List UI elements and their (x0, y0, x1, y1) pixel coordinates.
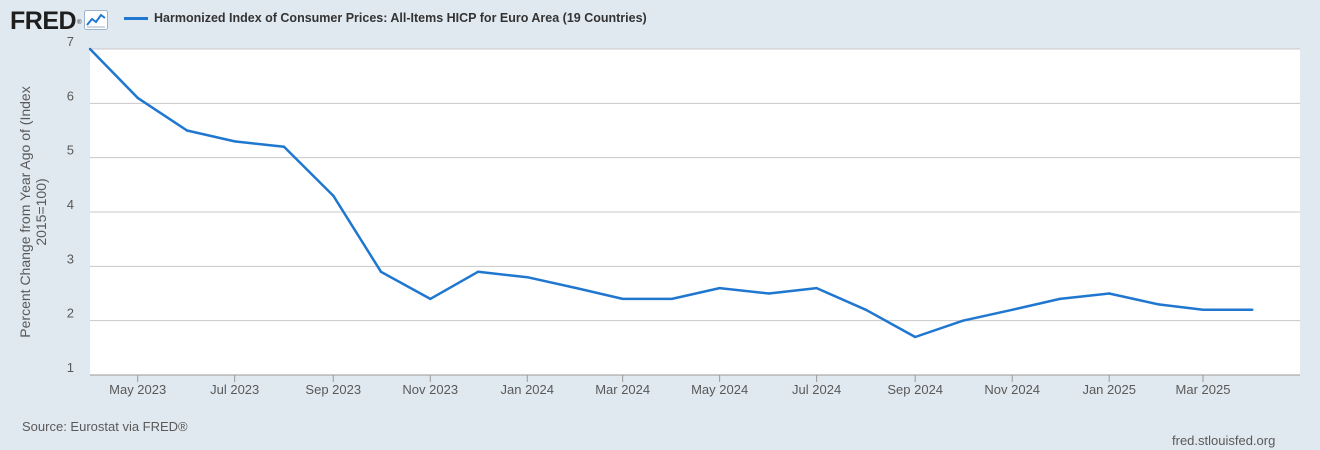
x-tick-label: May 2023 (109, 382, 166, 397)
x-tick-label: May 2024 (691, 382, 748, 397)
x-tick-label: Jan 2025 (1082, 382, 1136, 397)
legend-swatch (124, 16, 148, 20)
data-point (914, 335, 917, 339)
data-point (429, 297, 432, 301)
y-tick-label: 3 (67, 251, 74, 266)
data-point (575, 286, 578, 290)
data-point (718, 286, 721, 290)
data-point (1011, 308, 1014, 311)
y-tick-label: 6 (67, 88, 74, 103)
y-axis-title-line-1: Percent Change from Year Ago of (Index (17, 86, 33, 337)
data-point (1201, 308, 1205, 311)
x-tick-label: Jan 2024 (501, 382, 555, 397)
x-tick-label: Sep 2023 (305, 382, 361, 397)
y-tick-label: 1 (67, 360, 74, 375)
data-point (1107, 292, 1111, 295)
site-link[interactable]: fred.stlouisfed.org (1172, 433, 1276, 448)
y-tick-label: 5 (67, 143, 74, 158)
fred-logo-chart-icon (84, 9, 109, 35)
data-point (476, 270, 480, 273)
data-point (136, 96, 139, 100)
data-point (864, 308, 868, 311)
x-tick-label: Jul 2023 (210, 382, 259, 397)
data-point (1251, 308, 1254, 311)
data-point (1157, 303, 1160, 306)
y-axis-labels: 1 2 3 4 5 6 7 (67, 34, 74, 375)
data-point (670, 297, 674, 301)
data-point (332, 194, 335, 197)
data-point (815, 286, 818, 290)
x-tick-label: Sep 2024 (887, 382, 943, 397)
y-tick-label: 2 (67, 306, 74, 321)
data-point (379, 270, 383, 273)
chart-legend: Harmonized Index of Consumer Prices: All… (124, 11, 647, 25)
x-tick-label: Nov 2023 (402, 382, 458, 397)
x-tick-label: Jul 2024 (792, 382, 841, 397)
y-tick-label: 7 (67, 34, 74, 49)
line-chart: 1 2 3 4 5 6 7 May 2023 Jul 2023 Sep 2023 Nov 2023… (17, 34, 1300, 397)
data-point (526, 276, 529, 279)
source-note: Source: Eurostat via FRED® (22, 419, 188, 434)
data-point (233, 140, 236, 143)
data-point (767, 292, 771, 295)
series-points (88, 47, 1254, 339)
data-point (185, 129, 189, 132)
x-tick-label: Mar 2025 (1176, 382, 1231, 397)
fred-logo-text: FRED (10, 6, 77, 35)
data-point (621, 297, 624, 301)
x-axis: May 2023 Jul 2023 Sep 2023 Nov 2023 Jan 2024… (90, 374, 1300, 397)
x-tick-label: Nov 2024 (984, 382, 1040, 397)
legend-series-label: Harmonized Index of Consumer Prices: All… (154, 11, 647, 25)
y-axis-title-line-2: 2015=100) (33, 178, 49, 245)
fred-logo-registered-mark: ® (77, 20, 82, 26)
data-point (282, 145, 286, 148)
data-point (961, 319, 965, 322)
fred-logo[interactable]: FRED ® (10, 6, 109, 36)
data-point (1058, 297, 1062, 301)
data-point (88, 47, 92, 51)
y-tick-label: 4 (67, 197, 74, 212)
x-tick-label: Mar 2024 (595, 382, 650, 397)
